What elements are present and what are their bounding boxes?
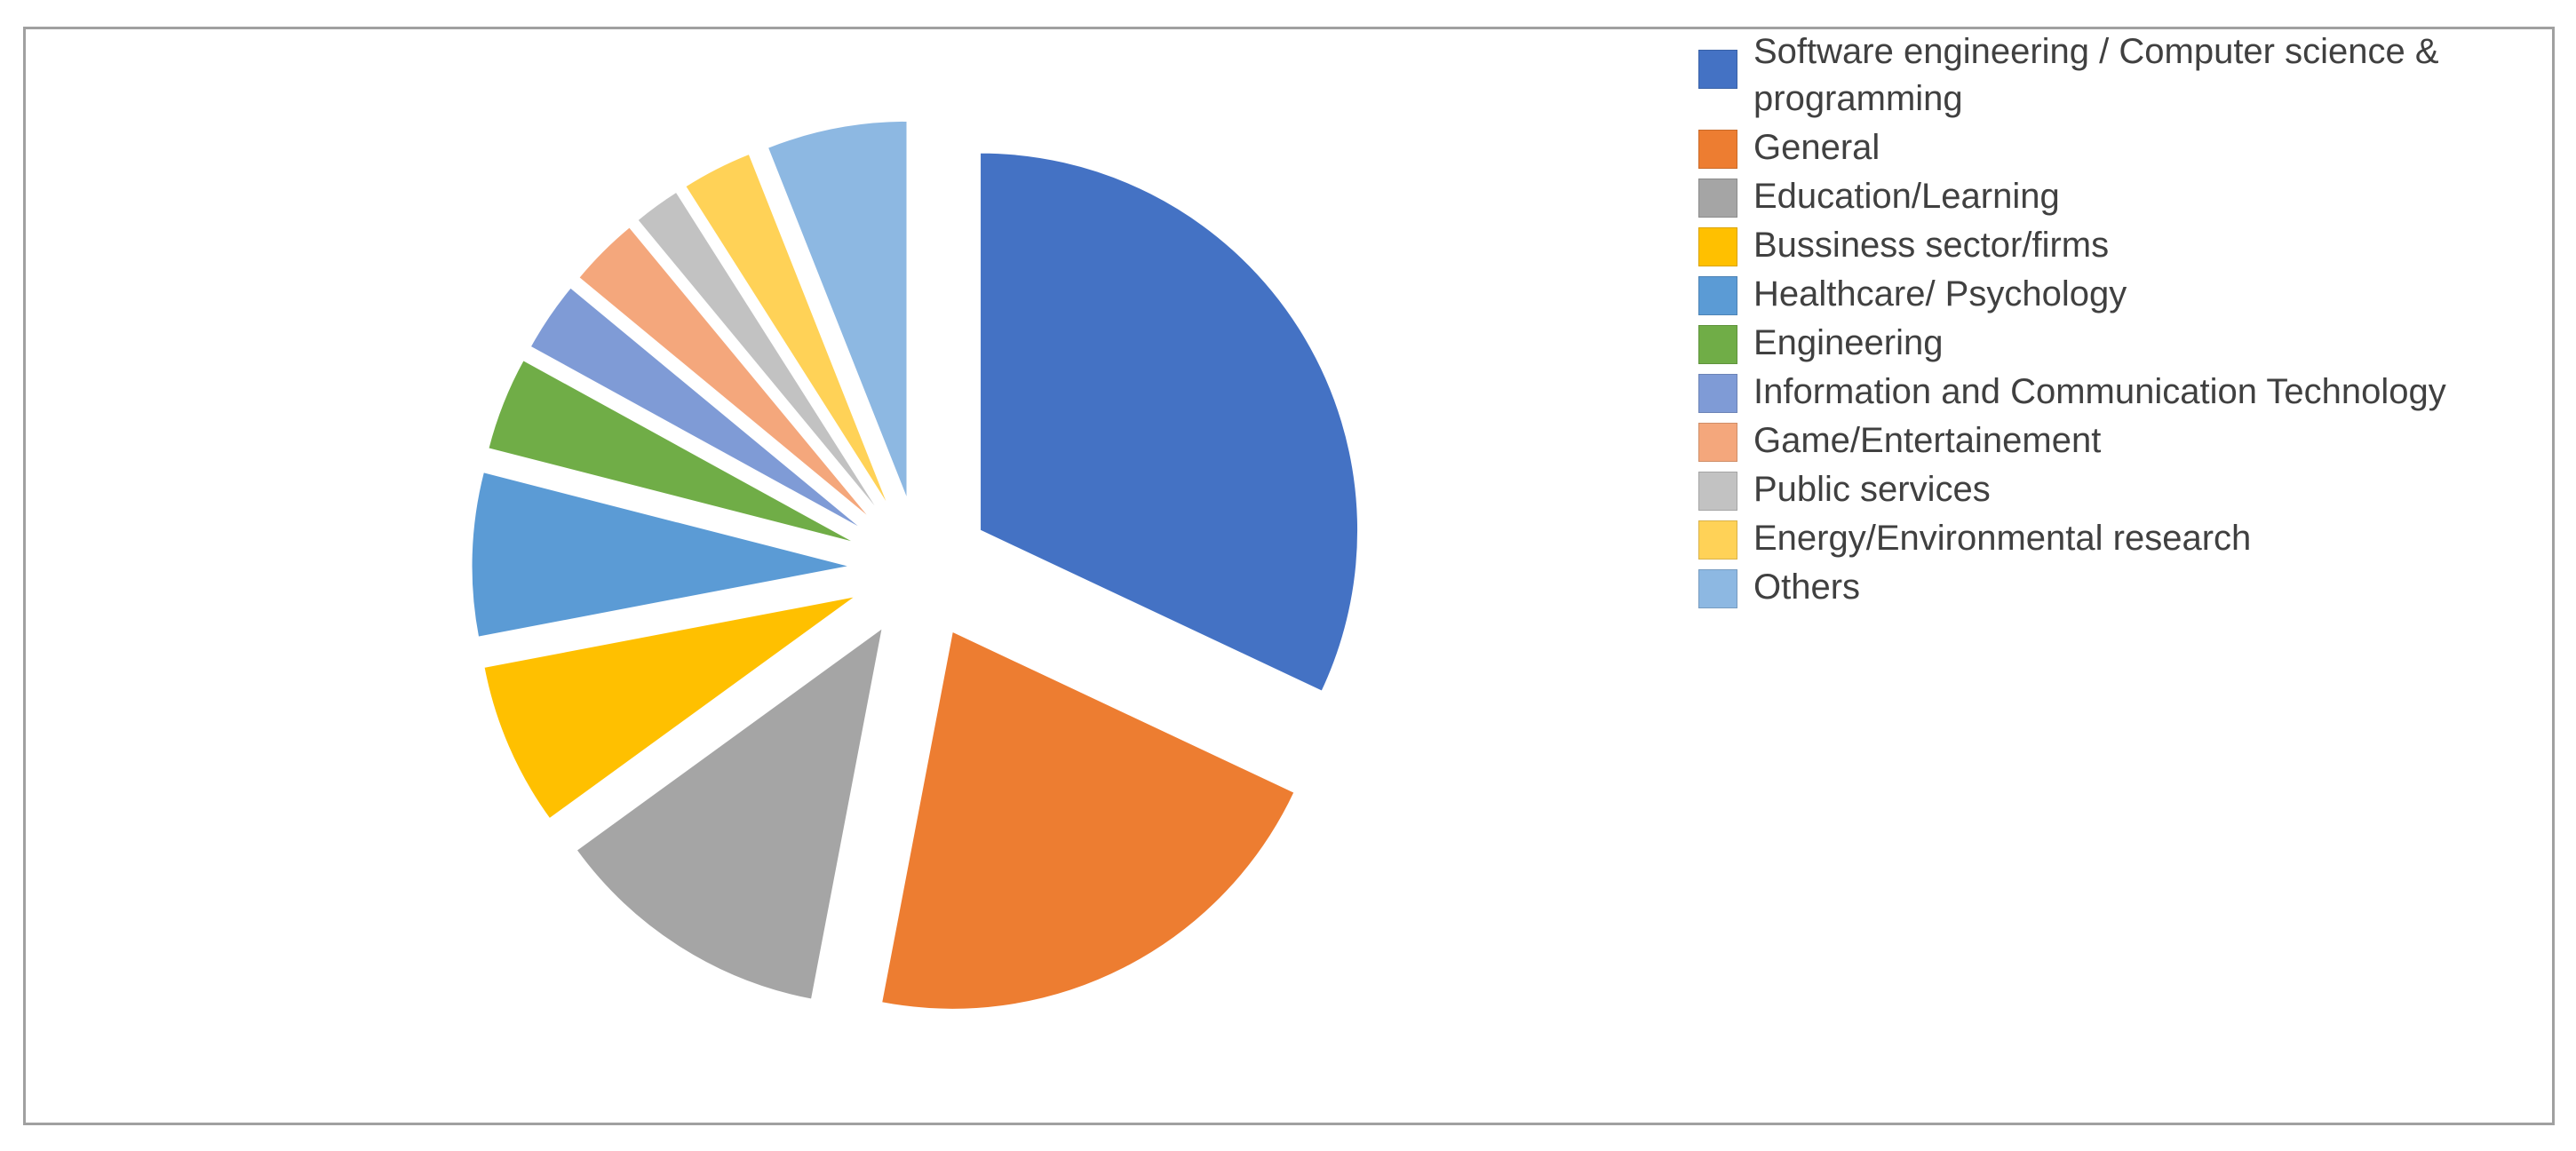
legend-entry: Bussiness sector/firms xyxy=(1698,222,2551,269)
legend-label: Energy/Environmental research xyxy=(1753,519,2252,558)
legend-label: General xyxy=(1753,128,1880,167)
pie-slice xyxy=(637,191,879,512)
legend-label: Information and Communication Technology xyxy=(1753,372,2446,411)
legend-entry: Engineering xyxy=(1698,320,2551,367)
pie-slice xyxy=(529,287,863,529)
legend-swatch xyxy=(1698,472,1737,511)
legend-swatch xyxy=(1698,520,1737,560)
legend-swatch xyxy=(1698,50,1737,89)
pie-slice xyxy=(471,472,850,638)
pie-slice xyxy=(881,631,1295,1010)
legend-swatch xyxy=(1698,276,1737,315)
pie-slice xyxy=(685,153,889,505)
chart-frame xyxy=(23,27,2555,1125)
legend-swatch xyxy=(1698,374,1737,413)
legend-swatch xyxy=(1698,130,1737,169)
pie-slice xyxy=(576,627,883,1000)
legend-label: Others xyxy=(1753,568,1861,607)
legend-entry: Software engineering / Computer science … xyxy=(1698,28,2551,123)
legend-swatch xyxy=(1698,569,1737,608)
legend-entry: Education/Learning xyxy=(1698,173,2551,220)
legend-swatch xyxy=(1698,227,1737,266)
legend-label: Bussiness sector/firms xyxy=(1753,226,2110,265)
legend-label: Public services xyxy=(1753,470,1991,509)
legend-label: Engineering xyxy=(1753,323,1944,362)
legend-entry: Healthcare/ Psychology xyxy=(1698,271,2551,318)
pie-slice xyxy=(483,596,855,820)
pie-slice xyxy=(488,360,855,544)
legend-label: Education/Learning xyxy=(1753,177,2060,216)
legend-label: Healthcare/ Psychology xyxy=(1753,274,2127,314)
legend-swatch xyxy=(1698,179,1737,218)
legend-swatch xyxy=(1698,325,1737,364)
pie-slice xyxy=(578,226,871,519)
legend-label: Software engineering / Computer science … xyxy=(1753,32,2439,118)
pie-slice xyxy=(980,152,1359,692)
legend: Software engineering / Computer science … xyxy=(1698,28,2551,613)
legend-entry: Energy/Environmental research xyxy=(1698,515,2551,562)
pie-slice xyxy=(767,120,908,499)
legend-entry: Information and Communication Technology xyxy=(1698,369,2551,416)
legend-label: Game/Entertainement xyxy=(1753,421,2102,460)
legend-entry: Game/Entertainement xyxy=(1698,417,2551,464)
legend-entry: General xyxy=(1698,124,2551,171)
legend-entry: Public services xyxy=(1698,466,2551,513)
legend-entry: Others xyxy=(1698,564,2551,611)
legend-swatch xyxy=(1698,423,1737,462)
